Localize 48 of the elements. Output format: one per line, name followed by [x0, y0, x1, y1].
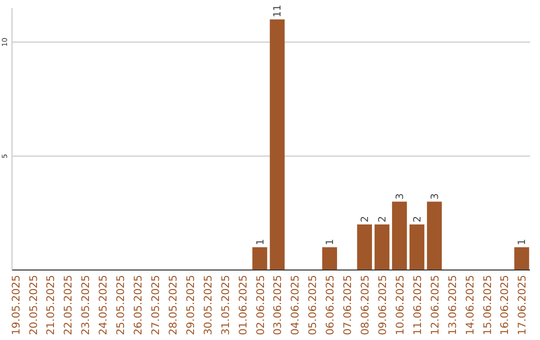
- x-tick-label: 09.06.2025: [377, 275, 390, 336]
- x-tick-label: 25.05.2025: [115, 275, 128, 336]
- x-tick-label: 06.06.2025: [324, 275, 337, 336]
- data-label: 1: [517, 238, 528, 246]
- x-tick-label: 02.06.2025: [254, 275, 267, 336]
- bar: [410, 224, 424, 270]
- data-label: 2: [412, 216, 424, 222]
- x-tick-label: 17.06.2025: [516, 275, 529, 336]
- data-label: 11: [272, 4, 284, 18]
- data-label: 1: [255, 238, 266, 246]
- bar: [392, 202, 407, 270]
- bar: [514, 247, 530, 270]
- x-tick-label: 11.06.2025: [412, 275, 424, 336]
- bar: [357, 224, 372, 270]
- data-label: 1: [325, 238, 336, 246]
- x-tick-label: 12.06.2025: [429, 275, 442, 336]
- x-tick-label: 27.05.2025: [150, 275, 162, 336]
- x-tick-label: 05.06.2025: [307, 275, 320, 336]
- data-label: 2: [360, 216, 372, 222]
- x-tick-label: 10.06.2025: [394, 275, 406, 336]
- bar: [322, 247, 338, 270]
- bar: [426, 202, 442, 270]
- data-label: 3: [430, 193, 441, 200]
- x-tick-label: 22.05.2025: [62, 275, 75, 336]
- bar: [374, 224, 390, 270]
- x-tick-label: 31.05.2025: [220, 275, 232, 336]
- x-tick-label: 15.06.2025: [482, 275, 494, 336]
- x-tick-label: 24.05.2025: [98, 275, 110, 336]
- bar: [252, 247, 268, 270]
- x-tick-label: 14.06.2025: [464, 275, 476, 336]
- x-tick-label: 28.05.2025: [167, 275, 180, 336]
- x-tick-label: 30.05.2025: [202, 275, 214, 336]
- x-tick-label: 08.06.2025: [360, 275, 372, 336]
- x-tick-label: 01.06.2025: [237, 275, 250, 336]
- x-tick-label: 04.06.2025: [290, 275, 302, 336]
- x-tick-label: 21.05.2025: [45, 275, 58, 336]
- bar: [270, 19, 285, 270]
- x-tick-label: 26.05.2025: [132, 275, 145, 336]
- x-tick-label: 20.05.2025: [28, 275, 40, 336]
- data-label: 2: [378, 216, 389, 222]
- data-label: 3: [394, 193, 406, 200]
- x-tick-label: 03.06.2025: [272, 275, 284, 336]
- x-tick-label: 23.05.2025: [80, 275, 92, 336]
- x-tick-label: 07.06.2025: [342, 275, 354, 336]
- x-tick-label: 13.06.2025: [446, 275, 459, 336]
- x-tick-label: 16.06.2025: [499, 275, 512, 336]
- x-tick-label: 29.05.2025: [184, 275, 197, 336]
- x-tick-label: 19.05.2025: [10, 275, 22, 336]
